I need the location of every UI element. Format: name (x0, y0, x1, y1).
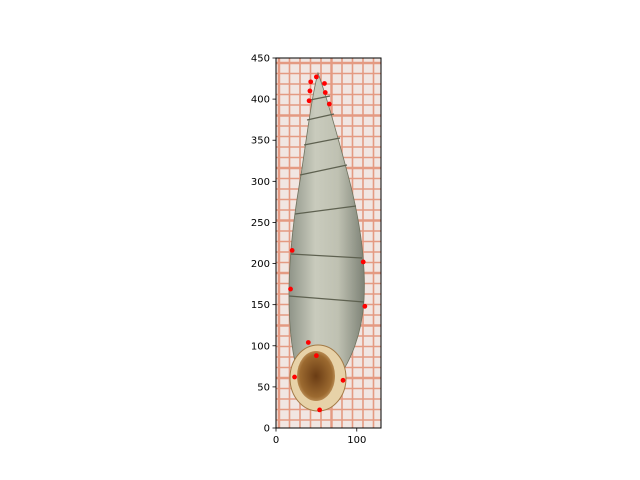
y-axis-ticks: 0 50 100 150 200 250 300 350 400 450 (251, 54, 276, 435)
landmark-point (322, 90, 328, 95)
y-tick-label: 250 (251, 218, 270, 229)
landmark-point (313, 353, 319, 359)
y-tick-label: 400 (251, 95, 270, 106)
y-tick-label: 350 (251, 136, 270, 147)
landmark-point (308, 79, 314, 85)
y-tick-label: 200 (251, 259, 270, 270)
x-tick-label: 100 (347, 435, 366, 446)
landmark-point (313, 74, 319, 80)
x-tick-label: 0 (273, 435, 279, 446)
landmark-point (307, 88, 313, 94)
landmark-point (305, 340, 311, 345)
landmark-point (306, 98, 312, 104)
landmark-point (326, 101, 332, 107)
landmark-point (362, 303, 368, 309)
specimen-image (276, 58, 381, 428)
y-tick-label: 300 (251, 177, 270, 188)
landmark-point (340, 377, 346, 383)
landmark-point (289, 248, 295, 253)
landmark-points (288, 74, 368, 413)
shell-aperture (297, 351, 335, 401)
grid-paper-lines (276, 58, 381, 428)
landmark-point (292, 374, 297, 380)
shell-sutures (288, 95, 365, 303)
x-axis-ticks: 0 100 (273, 428, 366, 446)
landmark-point (288, 286, 293, 292)
y-tick-label: 450 (251, 54, 270, 65)
plot-frame (275, 57, 382, 429)
y-tick-label: 0 (264, 424, 270, 435)
landmark-point (322, 81, 327, 86)
y-tick-label: 150 (251, 300, 270, 311)
landmark-point (360, 259, 366, 265)
y-tick-label: 100 (251, 341, 270, 352)
landmark-point (317, 407, 323, 413)
y-tick-label: 50 (257, 382, 270, 393)
